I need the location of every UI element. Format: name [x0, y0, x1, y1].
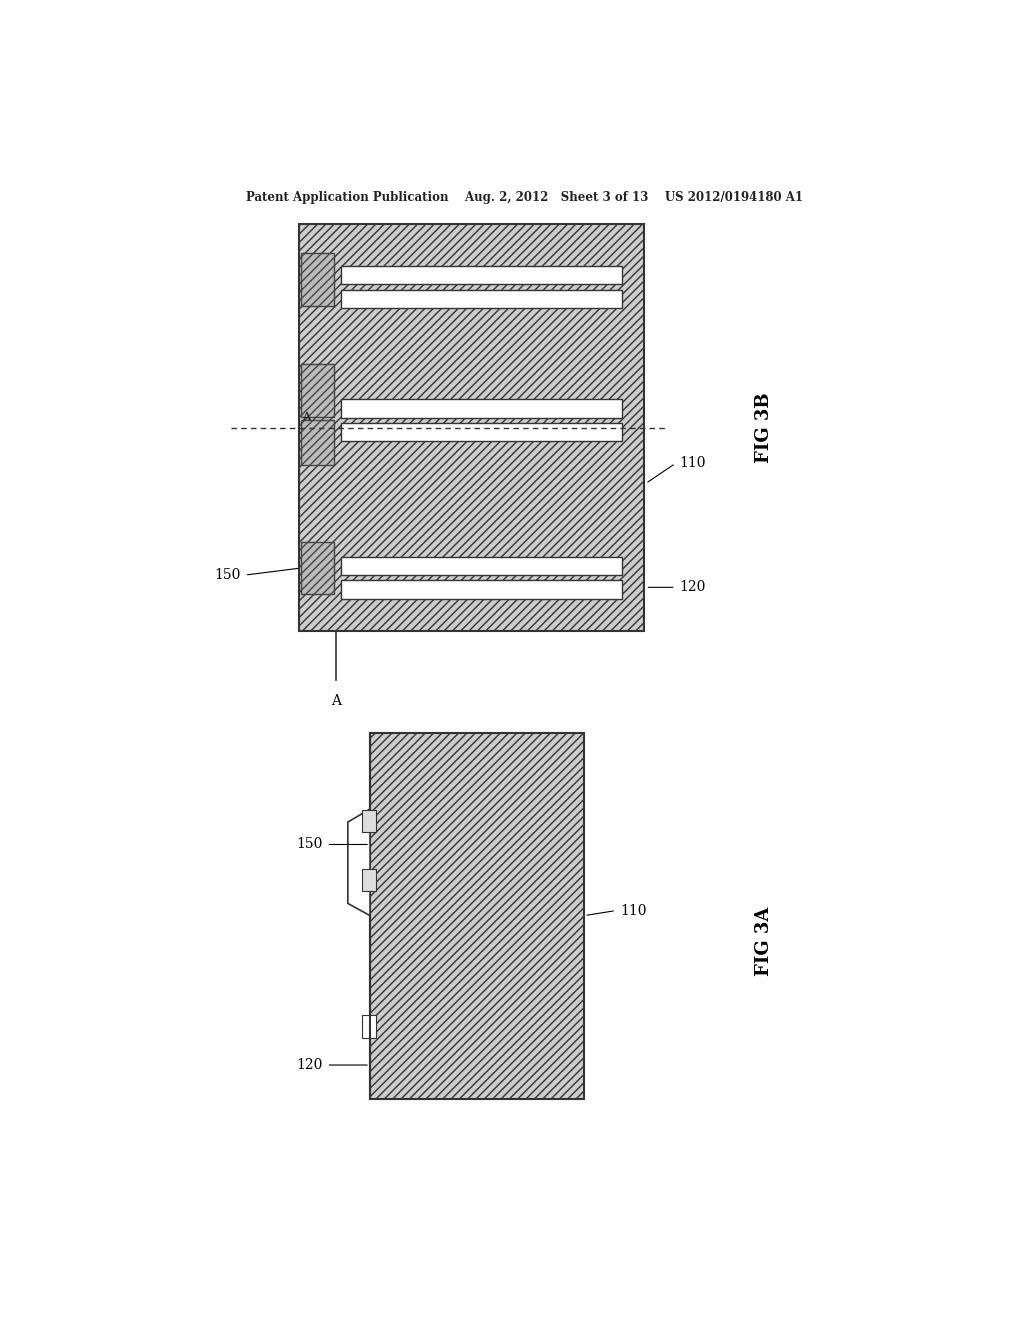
Text: 150: 150 [214, 568, 241, 582]
Bar [341, 267, 623, 284]
Bar [362, 869, 377, 891]
Bar [301, 541, 335, 594]
Bar [341, 557, 623, 576]
Bar [301, 253, 335, 306]
Bar [341, 399, 623, 417]
Text: FIG 3B: FIG 3B [755, 392, 773, 463]
Text: FIG 3A: FIG 3A [755, 907, 773, 975]
Text: A: A [331, 694, 341, 708]
Bar [301, 420, 335, 466]
Bar [301, 364, 335, 417]
Bar [362, 1015, 377, 1038]
Bar [299, 224, 644, 631]
Text: 120: 120 [680, 581, 706, 594]
Bar [341, 289, 623, 308]
Bar [362, 810, 377, 833]
Text: 120: 120 [296, 1059, 323, 1072]
Bar [341, 422, 623, 441]
Text: A: A [302, 412, 310, 421]
Text: 150: 150 [296, 837, 323, 851]
Text: 110: 110 [620, 903, 646, 917]
Bar [341, 581, 623, 598]
Polygon shape [348, 809, 370, 916]
Bar [370, 733, 585, 1098]
Text: Patent Application Publication    Aug. 2, 2012   Sheet 3 of 13    US 2012/019418: Patent Application Publication Aug. 2, 2… [247, 190, 803, 203]
Text: 110: 110 [680, 457, 707, 470]
